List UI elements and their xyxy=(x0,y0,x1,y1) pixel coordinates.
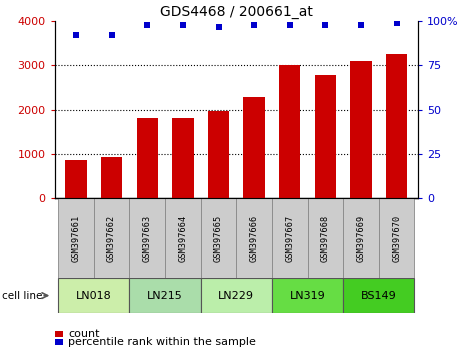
Bar xyxy=(55,331,63,337)
Bar xyxy=(244,97,265,198)
Text: LN018: LN018 xyxy=(76,291,112,301)
Text: GSM397668: GSM397668 xyxy=(321,215,330,262)
Text: GSM397666: GSM397666 xyxy=(250,215,258,262)
Point xyxy=(393,20,400,26)
Bar xyxy=(101,157,123,198)
Bar xyxy=(165,198,200,278)
Text: GSM397667: GSM397667 xyxy=(285,215,294,262)
Bar xyxy=(94,198,129,278)
Text: GSM397661: GSM397661 xyxy=(72,215,80,262)
Point xyxy=(108,33,115,38)
Bar xyxy=(343,278,414,313)
Text: LN229: LN229 xyxy=(218,291,254,301)
Bar xyxy=(58,198,94,278)
Point xyxy=(357,22,365,28)
Bar xyxy=(172,118,194,198)
Bar xyxy=(65,160,86,198)
Point xyxy=(250,22,258,28)
Bar xyxy=(137,118,158,198)
Bar xyxy=(343,198,379,278)
Bar xyxy=(272,278,343,313)
Text: GSM397665: GSM397665 xyxy=(214,215,223,262)
Point xyxy=(286,22,294,28)
Text: GSM397663: GSM397663 xyxy=(143,215,152,262)
Text: GSM397669: GSM397669 xyxy=(357,215,365,262)
Text: count: count xyxy=(68,329,99,339)
Point xyxy=(143,22,151,28)
Text: GSM397670: GSM397670 xyxy=(392,215,401,262)
Bar xyxy=(272,198,308,278)
Title: GDS4468 / 200661_at: GDS4468 / 200661_at xyxy=(160,5,313,19)
Point xyxy=(179,22,187,28)
Bar xyxy=(237,198,272,278)
Text: percentile rank within the sample: percentile rank within the sample xyxy=(68,337,256,347)
Point xyxy=(215,24,222,29)
Bar xyxy=(129,198,165,278)
Bar xyxy=(379,198,414,278)
Bar xyxy=(55,339,63,345)
Bar xyxy=(58,278,129,313)
Text: GSM397662: GSM397662 xyxy=(107,215,116,262)
Bar xyxy=(201,278,272,313)
Text: LN319: LN319 xyxy=(290,291,325,301)
Bar xyxy=(386,53,408,198)
Bar xyxy=(279,65,301,198)
Bar xyxy=(315,75,336,198)
Text: LN215: LN215 xyxy=(147,291,183,301)
Bar xyxy=(308,198,343,278)
Text: GSM397664: GSM397664 xyxy=(179,215,187,262)
Point xyxy=(322,22,329,28)
Text: BS149: BS149 xyxy=(361,291,397,301)
Point xyxy=(72,33,80,38)
Bar xyxy=(351,61,372,198)
Bar xyxy=(208,110,229,198)
Text: cell line: cell line xyxy=(2,291,43,301)
Bar xyxy=(129,278,200,313)
Bar xyxy=(201,198,237,278)
